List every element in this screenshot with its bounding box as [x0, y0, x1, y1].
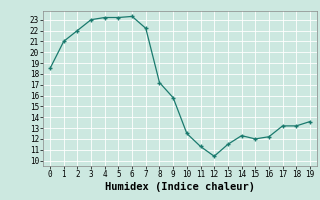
X-axis label: Humidex (Indice chaleur): Humidex (Indice chaleur) [105, 182, 255, 192]
